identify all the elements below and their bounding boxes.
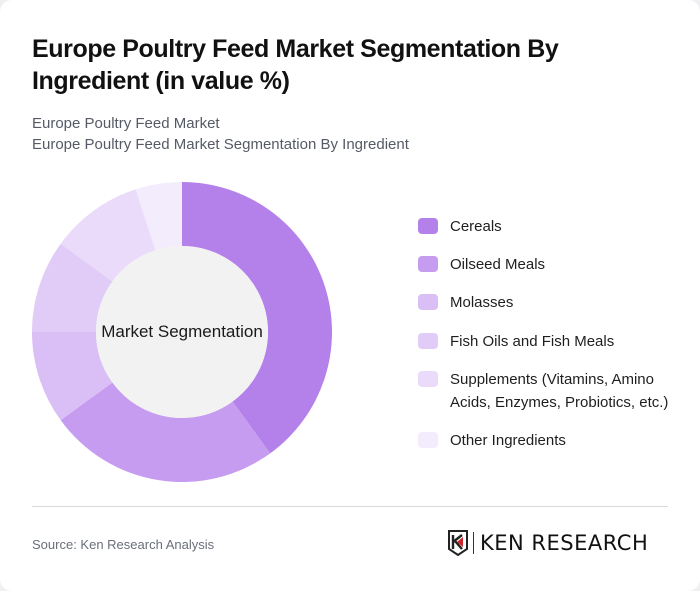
donut-slice[interactable] <box>32 243 113 332</box>
legend-swatch-icon <box>418 371 438 387</box>
legend-swatch-icon <box>418 333 438 349</box>
donut-slice[interactable] <box>182 182 332 454</box>
logo-separator <box>473 532 474 554</box>
legend-swatch-icon <box>418 256 438 272</box>
legend-label: Other Ingredients <box>450 432 566 449</box>
chart-subtitle: Europe Poultry Feed Market Europe Poultr… <box>32 113 409 155</box>
k-shield-logo-icon <box>448 530 468 556</box>
legend-item[interactable]: Molasses <box>418 291 680 314</box>
chart-title: Europe Poultry Feed Market Segmentation … <box>32 35 559 95</box>
donut-slice[interactable] <box>135 182 182 251</box>
legend-label: Supplements (Vitamins, Amino Acids, Enzy… <box>450 371 669 411</box>
legend-item[interactable]: Supplements (Vitamins, Amino Acids, Enzy… <box>418 368 680 414</box>
legend-swatch-icon <box>418 294 438 310</box>
donut-slice[interactable] <box>32 332 113 421</box>
donut-slice[interactable] <box>60 382 271 482</box>
logo-text: KEN RESEARCH <box>480 531 649 555</box>
subtitle-line-2: Europe Poultry Feed Market Segmentation … <box>32 136 409 153</box>
donut-chart <box>32 182 332 482</box>
donut-slice[interactable] <box>60 189 156 282</box>
legend-label: Molasses <box>450 294 514 311</box>
legend-swatch-icon <box>418 432 438 448</box>
subtitle-line-1: Europe Poultry Feed Market <box>32 115 220 132</box>
donut-hole <box>96 246 268 418</box>
ken-research-logo: KEN RESEARCH <box>447 529 648 557</box>
footer-divider <box>32 506 668 507</box>
legend-label: Oilseed Meals <box>450 256 546 273</box>
legend-item[interactable]: Oilseed Meals <box>418 253 680 276</box>
legend-swatch-icon <box>418 218 438 234</box>
legend-label: Fish Oils and Fish Meals <box>450 333 615 350</box>
legend-item[interactable]: Cereals <box>418 215 680 238</box>
source-note: Source: Ken Research Analysis <box>32 537 215 552</box>
legend-item[interactable]: Fish Oils and Fish Meals <box>418 330 680 353</box>
legend-label: Cereals <box>450 218 502 235</box>
legend-item[interactable]: Other Ingredients <box>418 429 680 452</box>
